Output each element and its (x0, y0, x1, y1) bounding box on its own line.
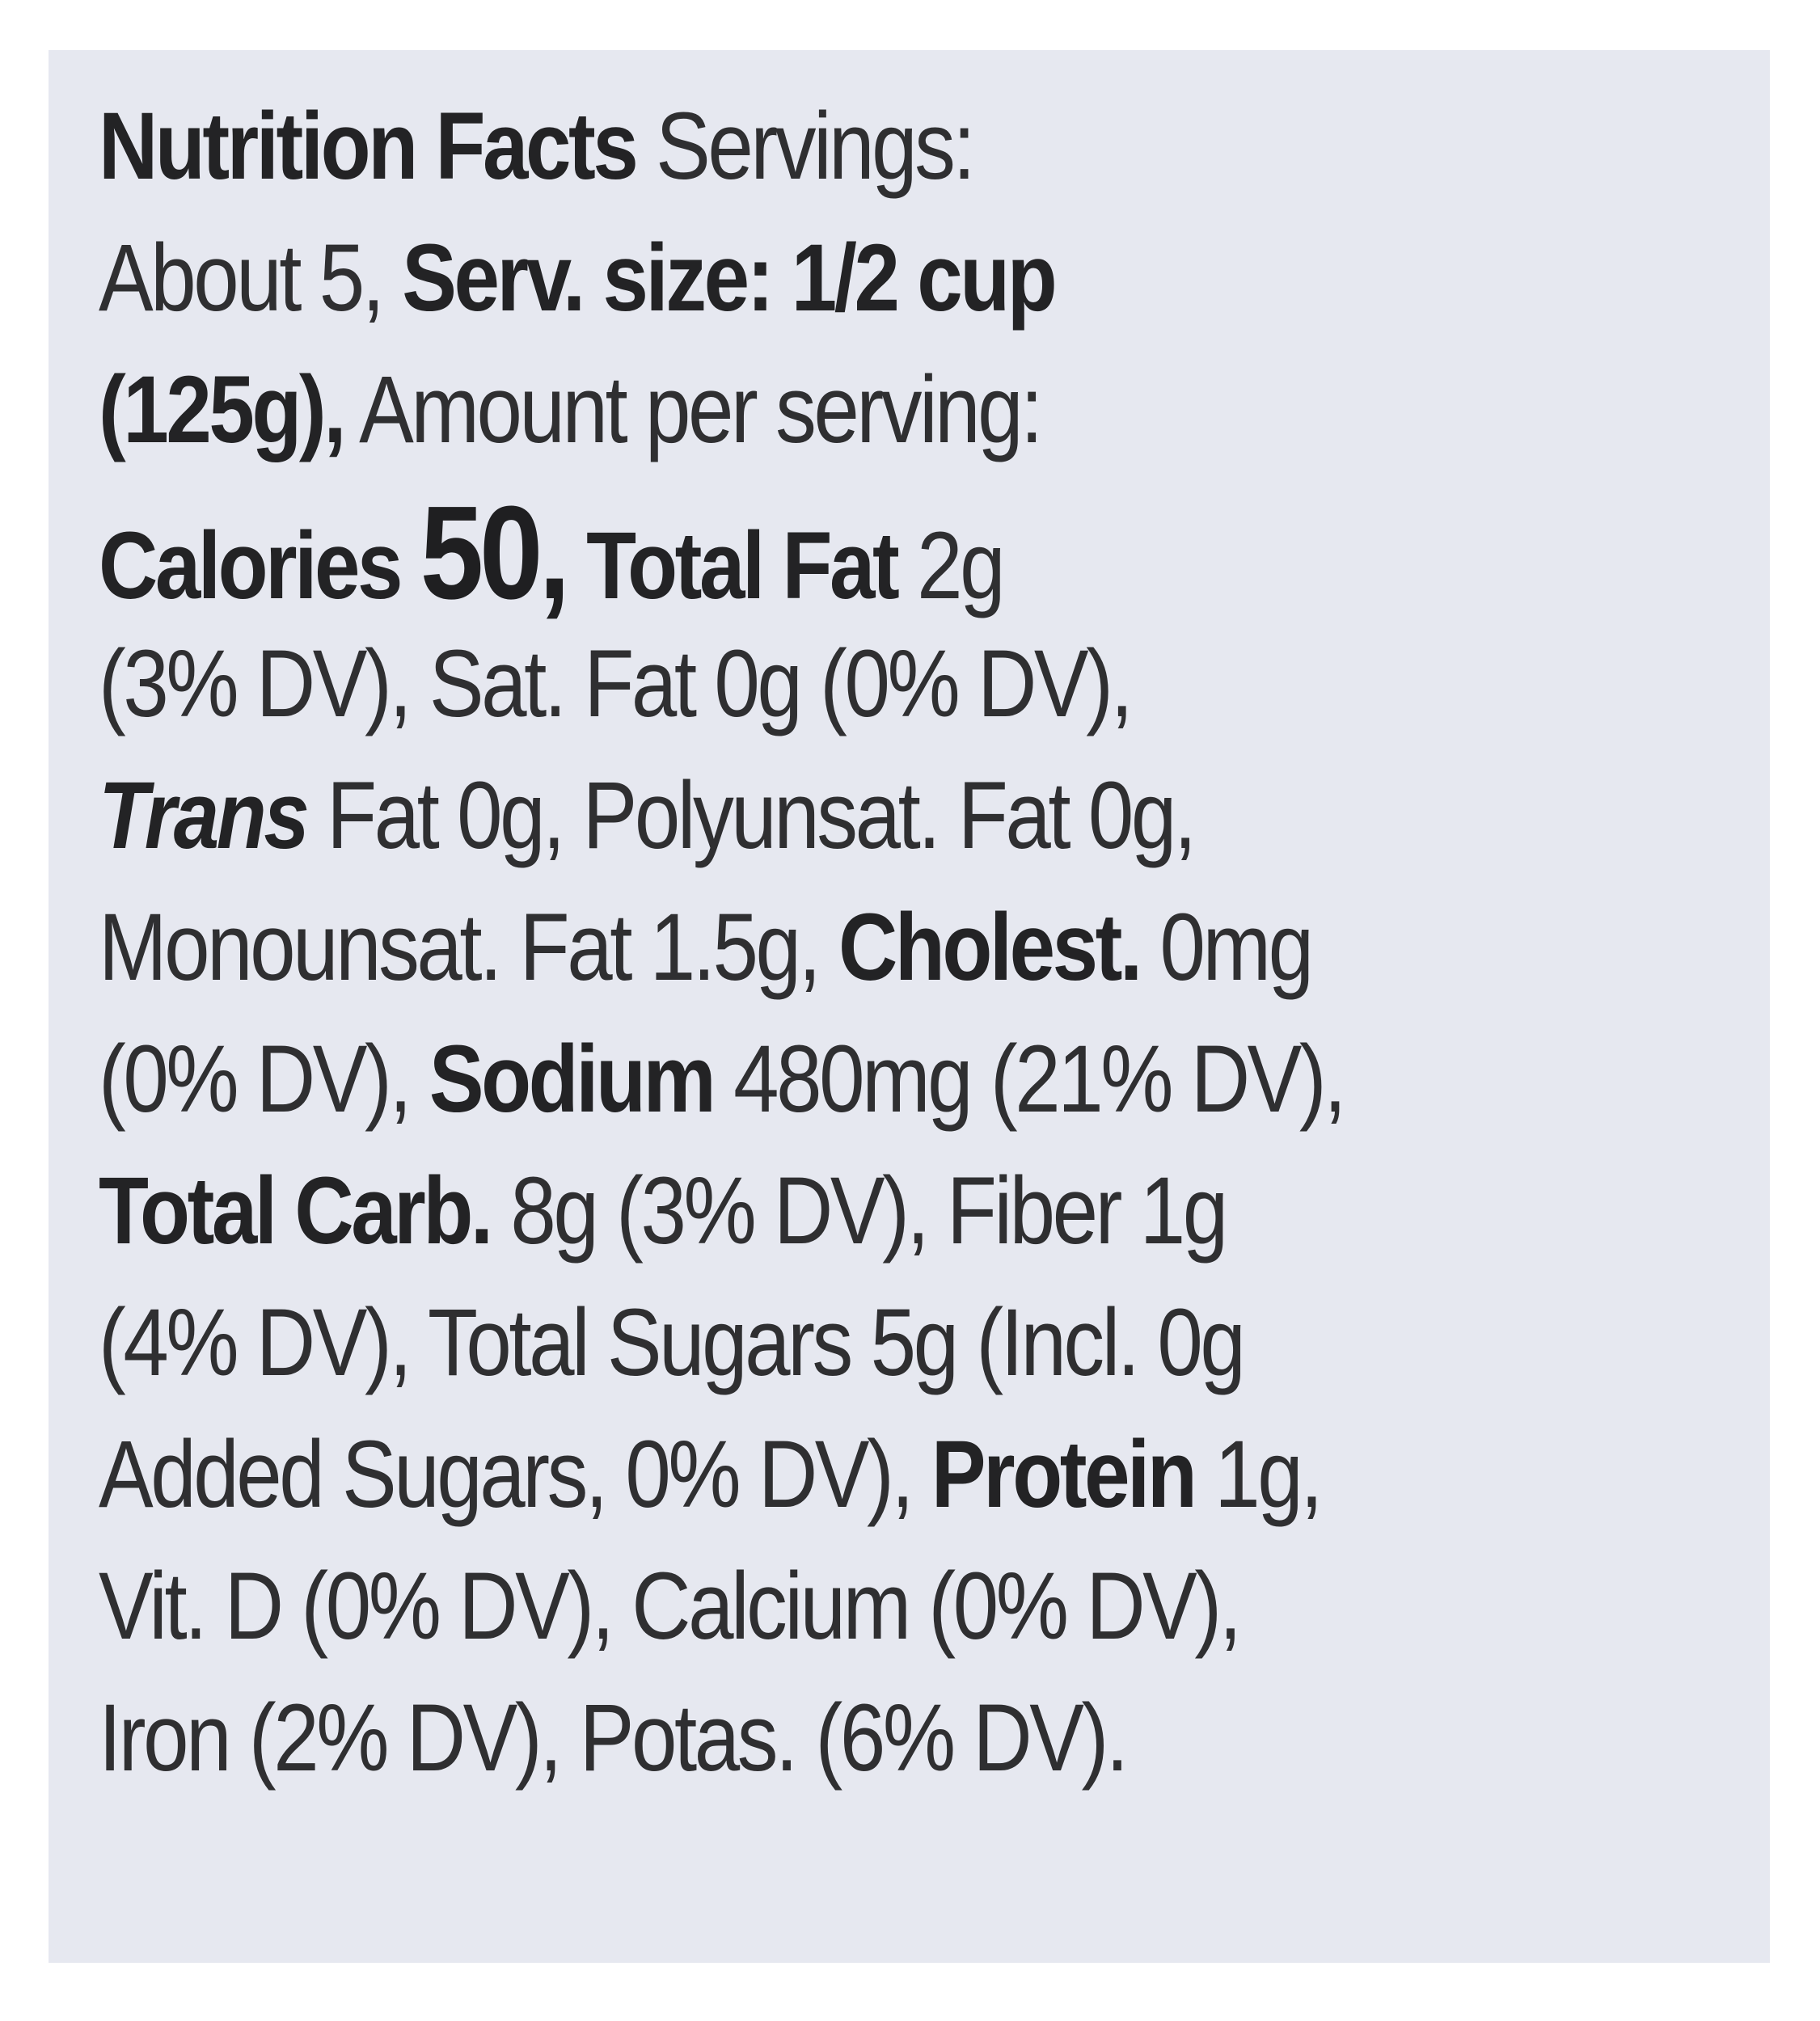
servings-label: Servings: (656, 93, 976, 200)
label-line-6: Trans Fat 0g, Polyunsat. Fat 0g, (99, 750, 1497, 882)
label-line-9: Total Carb. 8g (3% DV), Fiber 1g (99, 1146, 1497, 1277)
nutrition-label-panel: Nutrition Facts Servings: About 5, Serv.… (49, 50, 1770, 1963)
label-line-7: Monounsat. Fat 1.5g, Cholest. 0mg (99, 882, 1497, 1014)
added-sugars: Added Sugars, 0% DV), (99, 1421, 914, 1528)
nutrition-facts-text: Nutrition Facts Servings: About 5, Serv.… (99, 81, 1725, 1804)
trans-fat-label: Trans (99, 762, 310, 869)
calories-label: Calories (99, 513, 403, 619)
label-line-1: Nutrition Facts Servings: (99, 81, 1497, 213)
calories-value: 50, (420, 479, 571, 627)
label-line-2: About 5, Serv. size: 1/2 cup (99, 213, 1497, 344)
trans-fat-rest: Fat 0g, Polyunsat. Fat 0g, (327, 762, 1197, 869)
label-line-3: (125g), Amount per serving: (99, 344, 1497, 476)
label-line-5: (3% DV), Sat. Fat 0g (0% DV), (99, 618, 1497, 750)
fiber-dv-sugars: (4% DV), Total Sugars 5g (Incl. 0g (99, 1289, 1246, 1396)
nutrition-facts-heading: Nutrition Facts (99, 93, 639, 200)
sodium-label: Sodium (429, 1026, 716, 1133)
total-carb-value: 8g (3% DV), Fiber 1g (510, 1158, 1228, 1264)
cholesterol-label: Cholest. (838, 894, 1142, 1001)
protein-value: 1g, (1214, 1421, 1323, 1528)
label-line-12: Vit. D (0% DV), Calcium (0% DV), (99, 1541, 1497, 1673)
protein-label: Protein (931, 1421, 1197, 1528)
monounsat-fat: Monounsat. Fat 1.5g, (99, 894, 821, 1001)
vitamins-line-2: Iron (2% DV), Potas. (6% DV). (99, 1685, 1129, 1791)
total-fat-value: 2g (917, 513, 1005, 619)
amount-per-serving: Amount per serving: (359, 357, 1043, 463)
cholesterol-value: 0mg (1159, 894, 1315, 1001)
sodium-value: 480mg (21% DV), (733, 1026, 1346, 1133)
label-line-11: Added Sugars, 0% DV), Protein 1g, (99, 1409, 1497, 1541)
cholesterol-dv: (0% DV), (99, 1026, 412, 1133)
label-line-8: (0% DV), Sodium 480mg (21% DV), (99, 1014, 1497, 1146)
label-line-10: (4% DV), Total Sugars 5g (Incl. 0g (99, 1277, 1497, 1409)
serving-size-label: Serv. size: 1/2 cup (402, 225, 1057, 331)
total-fat-dv: (3% DV), Sat. Fat 0g (0% DV), (99, 631, 1134, 737)
total-carb-label: Total Carb. (99, 1158, 493, 1264)
label-line-calories: Calories 50, Total Fat 2g (99, 476, 1497, 630)
vitamins-line-1: Vit. D (0% DV), Calcium (0% DV), (99, 1553, 1242, 1660)
servings-value: About 5, (99, 225, 385, 331)
serving-size-grams: (125g), (99, 357, 346, 463)
total-fat-label: Total Fat (586, 513, 900, 619)
label-line-13: Iron (2% DV), Potas. (6% DV). (99, 1673, 1497, 1804)
